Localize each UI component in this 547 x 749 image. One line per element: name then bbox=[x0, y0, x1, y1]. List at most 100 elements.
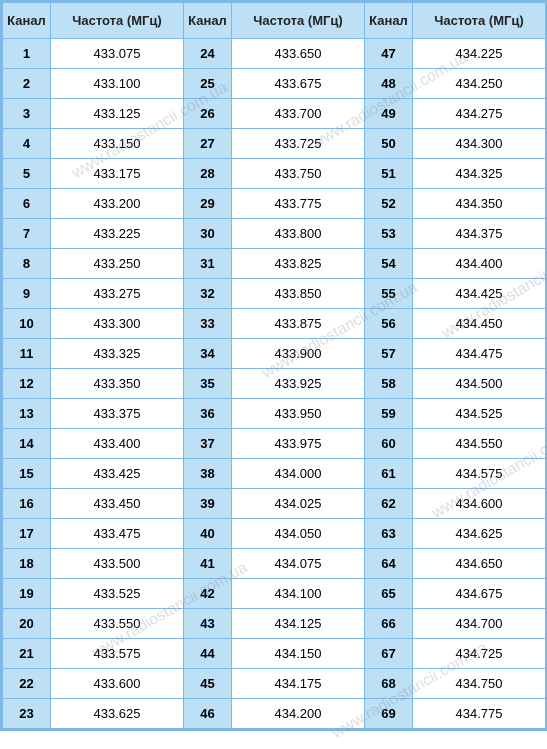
frequency-cell: 433.550 bbox=[51, 609, 184, 639]
channel-cell: 17 bbox=[3, 519, 51, 549]
channel-cell: 24 bbox=[184, 39, 232, 69]
channel-cell: 28 bbox=[184, 159, 232, 189]
channel-cell: 50 bbox=[365, 129, 413, 159]
channel-cell: 53 bbox=[365, 219, 413, 249]
channel-cell: 38 bbox=[184, 459, 232, 489]
channel-cell: 61 bbox=[365, 459, 413, 489]
frequency-cell: 434.700 bbox=[413, 609, 546, 639]
channel-cell: 55 bbox=[365, 279, 413, 309]
channel-cell: 60 bbox=[365, 429, 413, 459]
frequency-cell: 434.475 bbox=[413, 339, 546, 369]
channel-cell: 10 bbox=[3, 309, 51, 339]
frequency-cell: 433.325 bbox=[51, 339, 184, 369]
frequency-cell: 433.100 bbox=[51, 69, 184, 99]
channel-cell: 16 bbox=[3, 489, 51, 519]
frequency-cell: 434.200 bbox=[232, 699, 365, 729]
table-row: 6433.20029433.77552434.350 bbox=[3, 189, 546, 219]
channel-cell: 63 bbox=[365, 519, 413, 549]
channel-cell: 42 bbox=[184, 579, 232, 609]
frequency-cell: 433.450 bbox=[51, 489, 184, 519]
table-row: 14433.40037433.97560434.550 bbox=[3, 429, 546, 459]
header-frequency-1: Частота (МГц) bbox=[51, 3, 184, 39]
table-row: 3433.12526433.70049434.275 bbox=[3, 99, 546, 129]
table-row: 19433.52542434.10065434.675 bbox=[3, 579, 546, 609]
table-row: 18433.50041434.07564434.650 bbox=[3, 549, 546, 579]
frequency-cell: 433.725 bbox=[232, 129, 365, 159]
table-row: 10433.30033433.87556434.450 bbox=[3, 309, 546, 339]
channel-cell: 12 bbox=[3, 369, 51, 399]
table-row: 11433.32534433.90057434.475 bbox=[3, 339, 546, 369]
frequency-table-container: Канал Частота (МГц) Канал Частота (МГц) … bbox=[0, 0, 547, 731]
channel-cell: 64 bbox=[365, 549, 413, 579]
frequency-cell: 434.125 bbox=[232, 609, 365, 639]
frequency-cell: 434.100 bbox=[232, 579, 365, 609]
frequency-cell: 434.450 bbox=[413, 309, 546, 339]
frequency-cell: 434.275 bbox=[413, 99, 546, 129]
channel-cell: 14 bbox=[3, 429, 51, 459]
channel-cell: 40 bbox=[184, 519, 232, 549]
channel-cell: 36 bbox=[184, 399, 232, 429]
frequency-cell: 433.475 bbox=[51, 519, 184, 549]
frequency-cell: 433.825 bbox=[232, 249, 365, 279]
frequency-cell: 433.625 bbox=[51, 699, 184, 729]
channel-cell: 66 bbox=[365, 609, 413, 639]
frequency-cell: 434.625 bbox=[413, 519, 546, 549]
channel-cell: 59 bbox=[365, 399, 413, 429]
channel-cell: 32 bbox=[184, 279, 232, 309]
frequency-cell: 434.425 bbox=[413, 279, 546, 309]
table-row: 17433.47540434.05063434.625 bbox=[3, 519, 546, 549]
frequency-cell: 434.525 bbox=[413, 399, 546, 429]
header-frequency-2: Частота (МГц) bbox=[232, 3, 365, 39]
channel-cell: 6 bbox=[3, 189, 51, 219]
channel-cell: 51 bbox=[365, 159, 413, 189]
frequency-cell: 433.950 bbox=[232, 399, 365, 429]
table-row: 9433.27532433.85055434.425 bbox=[3, 279, 546, 309]
frequency-cell: 433.350 bbox=[51, 369, 184, 399]
frequency-cell: 433.225 bbox=[51, 219, 184, 249]
frequency-cell: 433.175 bbox=[51, 159, 184, 189]
frequency-cell: 433.375 bbox=[51, 399, 184, 429]
frequency-cell: 434.025 bbox=[232, 489, 365, 519]
channel-cell: 35 bbox=[184, 369, 232, 399]
frequency-cell: 433.925 bbox=[232, 369, 365, 399]
frequency-cell: 434.250 bbox=[413, 69, 546, 99]
frequency-cell: 433.275 bbox=[51, 279, 184, 309]
frequency-cell: 433.300 bbox=[51, 309, 184, 339]
channel-cell: 39 bbox=[184, 489, 232, 519]
frequency-cell: 434.050 bbox=[232, 519, 365, 549]
channel-cell: 65 bbox=[365, 579, 413, 609]
channel-cell: 49 bbox=[365, 99, 413, 129]
table-body: 1433.07524433.65047434.2252433.10025433.… bbox=[3, 39, 546, 729]
channel-cell: 21 bbox=[3, 639, 51, 669]
frequency-cell: 433.775 bbox=[232, 189, 365, 219]
channel-cell: 27 bbox=[184, 129, 232, 159]
channel-cell: 8 bbox=[3, 249, 51, 279]
channel-cell: 67 bbox=[365, 639, 413, 669]
header-channel-1: Канал bbox=[3, 3, 51, 39]
frequency-cell: 434.725 bbox=[413, 639, 546, 669]
channel-cell: 48 bbox=[365, 69, 413, 99]
table-row: 4433.15027433.72550434.300 bbox=[3, 129, 546, 159]
table-row: 21433.57544434.15067434.725 bbox=[3, 639, 546, 669]
frequency-cell: 434.300 bbox=[413, 129, 546, 159]
frequency-cell: 434.375 bbox=[413, 219, 546, 249]
channel-cell: 15 bbox=[3, 459, 51, 489]
frequency-cell: 433.575 bbox=[51, 639, 184, 669]
frequency-cell: 434.325 bbox=[413, 159, 546, 189]
frequency-cell: 433.400 bbox=[51, 429, 184, 459]
frequency-cell: 433.875 bbox=[232, 309, 365, 339]
table-row: 7433.22530433.80053434.375 bbox=[3, 219, 546, 249]
table-row: 15433.42538434.00061434.575 bbox=[3, 459, 546, 489]
frequency-table: Канал Частота (МГц) Канал Частота (МГц) … bbox=[2, 2, 546, 729]
channel-cell: 52 bbox=[365, 189, 413, 219]
channel-cell: 34 bbox=[184, 339, 232, 369]
table-row: 2433.10025433.67548434.250 bbox=[3, 69, 546, 99]
channel-cell: 69 bbox=[365, 699, 413, 729]
channel-cell: 5 bbox=[3, 159, 51, 189]
frequency-cell: 434.675 bbox=[413, 579, 546, 609]
frequency-cell: 433.650 bbox=[232, 39, 365, 69]
channel-cell: 46 bbox=[184, 699, 232, 729]
table-row: 1433.07524433.65047434.225 bbox=[3, 39, 546, 69]
frequency-cell: 434.000 bbox=[232, 459, 365, 489]
channel-cell: 7 bbox=[3, 219, 51, 249]
